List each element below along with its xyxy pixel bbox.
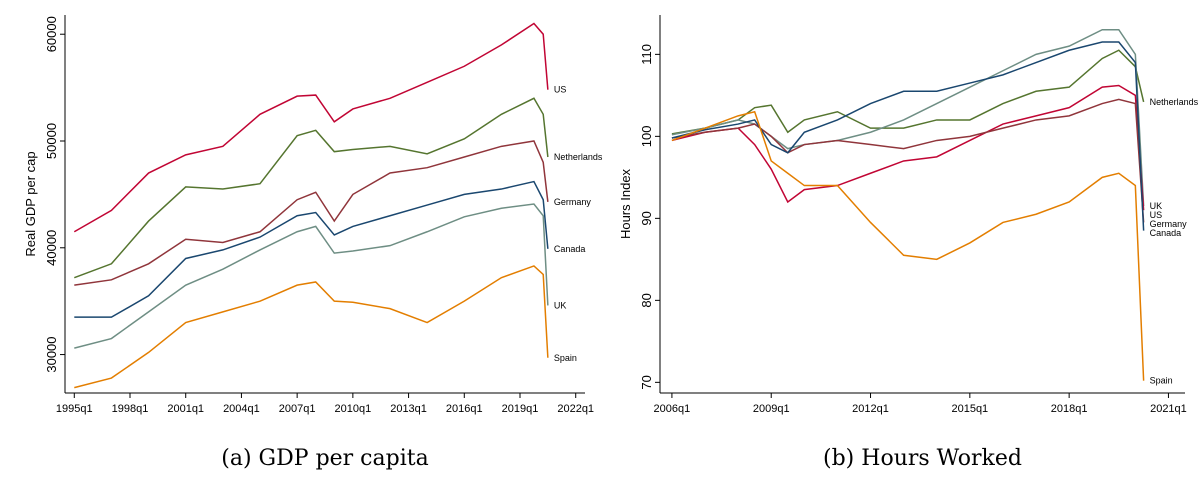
series-label: Germany [1150,219,1188,229]
x-tick-label: 2012q1 [852,403,889,415]
x-tick-label: 2001q1 [167,403,204,415]
x-tick-label: 1998q1 [112,403,149,415]
x-tick-label: 2004q1 [223,403,260,415]
x-tick-label: 1995q1 [56,403,93,415]
x-tick-label: 2010q1 [334,403,371,415]
y-axis-title: Real GDP per cap [23,151,38,256]
series-label: UK [1150,201,1163,211]
series-line [671,84,1145,211]
y-tick-label: 40000 [44,230,59,266]
y-tick-label: 70 [639,375,654,389]
series-label: Canada [1150,228,1182,238]
series-label: Spain [554,353,577,363]
y-tick-label: 60000 [44,16,59,52]
y-tick-label: 100 [639,126,654,148]
y-tick-label: 80 [639,293,654,307]
series-label: US [554,85,567,95]
series-label: Netherlands [1150,97,1198,107]
series-line [74,203,549,349]
series-line [73,22,549,233]
series-line [74,265,549,389]
series-line [74,140,549,286]
x-tick-label: 2015q1 [951,403,988,415]
series-label: Canada [554,244,586,254]
series-line [671,29,1145,207]
series-label: US [1150,210,1163,220]
y-tick-label: 50000 [44,123,59,159]
series-line [671,110,1145,381]
series-line [671,41,1145,231]
series-line [74,180,549,318]
x-tick-label: 2007q1 [279,403,316,415]
series-line [74,97,549,279]
x-tick-label: 2018q1 [1051,403,1088,415]
x-tick-label: 2016q1 [446,403,483,415]
y-tick-label: 110 [639,44,654,65]
x-tick-label: 2022q1 [557,403,594,415]
caption: (b) Hours Worked [823,446,1022,471]
caption: (a) GDP per capita [221,446,428,471]
x-tick-label: 2019q1 [502,403,539,415]
x-tick-label: 2013q1 [390,403,427,415]
y-tick-label: 30000 [44,336,59,372]
y-axis-title: Hours Index [618,168,633,239]
series-label: Spain [1150,376,1173,386]
x-tick-label: 2006q1 [654,403,691,415]
x-tick-label: 2009q1 [753,403,790,415]
series-label: Netherlands [554,152,603,162]
x-tick-label: 2021q1 [1150,403,1187,415]
series-label: Germany [554,197,592,207]
series-line [671,49,1145,135]
series-label: UK [554,300,567,310]
y-tick-label: 90 [639,211,654,225]
series-line [671,98,1145,223]
